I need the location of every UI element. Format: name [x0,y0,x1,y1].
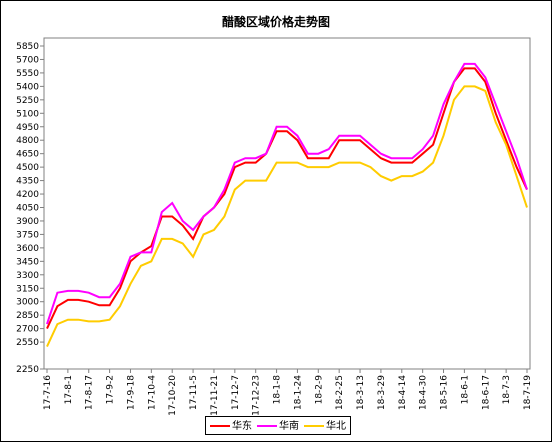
x-tick-label: 17-11-5 [189,375,199,410]
x-tick-label: 18-6-17 [481,375,491,410]
legend-label: 华南 [279,419,299,432]
y-tick-label: 5250 [16,96,39,106]
legend [205,416,351,435]
y-tick-label: 3900 [16,217,39,227]
y-tick-label: 3600 [16,244,39,254]
x-tick-label: 17-9-18 [126,375,136,410]
x-tick-label: 18-1-8 [273,375,283,405]
x-tick-label: 18-5-16 [440,375,450,410]
x-tick-label: 17-9-2 [106,375,116,404]
x-tick-label: 17-8-1 [64,375,74,404]
y-tick-label: 3450 [16,257,39,267]
x-tick-label: 18-2-25 [335,375,345,410]
y-tick-label: 4500 [16,163,39,173]
y-tick-label: 5400 [16,82,39,92]
legend-label: 华北 [326,419,346,432]
y-tick-label: 4350 [16,177,39,187]
x-tick-label: 18-4-30 [419,375,429,410]
x-tick-label: 18-3-29 [377,375,387,410]
series-line [46,85,528,348]
y-tick-label: 2250 [16,365,39,375]
y-tick-label: 2700 [16,325,39,335]
y-tick-label: 4050 [16,204,39,214]
y-tick-label: 5850 [16,42,39,52]
y-tick-label: 3750 [16,230,39,240]
x-tick-label: 18-1-24 [293,375,303,410]
y-tick-label: 4200 [16,190,39,200]
y-tick-label: 5100 [16,109,39,119]
y-tick-label: 4650 [16,150,39,160]
x-tick-label: 18-6-1 [460,375,470,404]
x-tick-label: 18-2-9 [314,375,324,405]
x-tick-label: 17-12-7 [231,375,241,410]
legend-label: 华东 [232,419,252,432]
x-tick-label: 17-7-16 [43,375,53,410]
series-line [46,67,528,330]
y-tick-label: 3300 [16,271,39,281]
x-tick-label: 18-3-13 [356,375,366,410]
x-tick-label: 18-4-14 [398,375,408,410]
x-tick-label: 17-8-17 [85,375,95,410]
plot-area [43,37,531,370]
y-tick-label: 2850 [16,311,39,321]
x-tick-label: 18-7-3 [502,375,512,404]
y-tick-label: 4950 [16,123,39,133]
x-tick-label: 17-10-4 [147,375,157,410]
y-tick-label: 2550 [16,338,39,348]
y-tick-label: 3000 [16,298,39,308]
chart-title: 醋酸区域价格走势图 [222,14,330,29]
y-tick-label: 3150 [16,284,39,294]
x-tick-label: 17-12-23 [252,375,262,416]
x-tick-label: 17-11-21 [210,375,220,416]
y-tick-label: 5550 [16,69,39,79]
y-tick-label: 5700 [16,55,39,65]
y-tick-label: 4800 [16,136,39,146]
series-line [46,62,528,325]
x-tick-label: 17-10-20 [168,375,178,416]
x-tick-label: 18-7-19 [523,375,533,410]
